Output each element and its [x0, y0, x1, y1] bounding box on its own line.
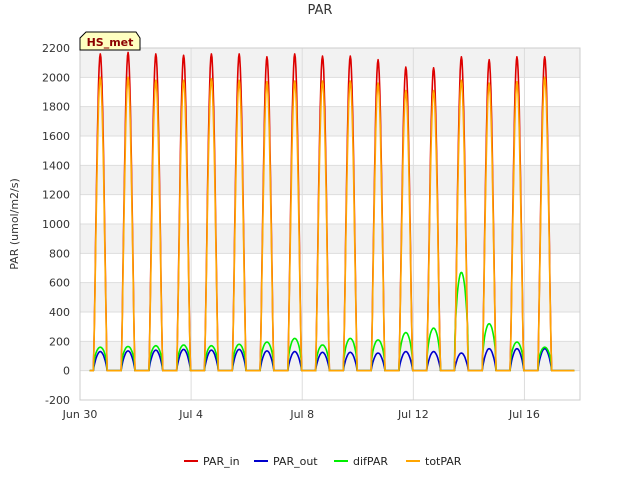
y-tick-label: 1200: [42, 189, 70, 202]
legend: PAR_in PAR_out difPAR totPAR: [184, 455, 462, 468]
x-tick-label: Jul 4: [178, 408, 203, 421]
y-tick-label: 600: [49, 277, 70, 290]
y-tick-label: 0: [63, 365, 70, 378]
badge-label: HS_met: [87, 36, 134, 49]
y-axis-ticks: -200 0 200 400 600 800 1000 1200 1400 1600 1800 200…: [42, 42, 70, 407]
plot-band: [80, 194, 580, 224]
x-tick-label: Jul 8: [289, 408, 314, 421]
plot-band: [80, 312, 580, 342]
plot-band: [80, 370, 580, 400]
y-tick-label: 200: [49, 335, 70, 348]
y-tick-label: 400: [49, 306, 70, 319]
series-lines: [89, 51, 575, 372]
legend-label: difPAR: [353, 455, 388, 468]
legend-label: PAR_out: [273, 455, 318, 468]
plot-frame: [79, 47, 581, 401]
station-badge: HS_met: [79, 31, 141, 51]
chart-title: PAR: [308, 3, 333, 18]
y-axis-label: PAR (umol/m2/s): [8, 178, 21, 270]
plot-band: [80, 77, 580, 107]
series-line-par-out: [89, 347, 575, 372]
plot-band: [80, 224, 580, 254]
badge-shape: [79, 31, 141, 51]
y-tick-label: 1600: [42, 130, 70, 143]
y-tick-label: 1400: [42, 159, 70, 172]
plot-band: [80, 48, 580, 78]
plot-band: [80, 282, 580, 312]
y-tick-label: 800: [49, 247, 70, 260]
legend-label: totPAR: [425, 455, 462, 468]
plot-band: [80, 165, 580, 195]
plot-bands: [80, 48, 580, 400]
plot-band: [80, 106, 580, 136]
series-line-totpar: [89, 76, 575, 372]
y-tick-label: -200: [45, 394, 70, 407]
x-tick-label: Jul 12: [397, 408, 429, 421]
y-tick-label: 2200: [42, 42, 70, 55]
plot-band: [80, 136, 580, 166]
series-line-difpar: [89, 271, 575, 372]
plot-band: [80, 253, 580, 283]
y-tick-label: 1800: [42, 101, 70, 114]
y-tick-label: 1000: [42, 218, 70, 231]
x-tick-label: Jul 16: [508, 408, 540, 421]
legend-label: PAR_in: [203, 455, 240, 468]
x-tick-label: Jun 30: [62, 408, 98, 421]
y-tick-label: 2000: [42, 71, 70, 84]
x-axis-ticks: Jun 30 Jul 4 Jul 8 Jul 12 Jul 16: [62, 408, 540, 421]
